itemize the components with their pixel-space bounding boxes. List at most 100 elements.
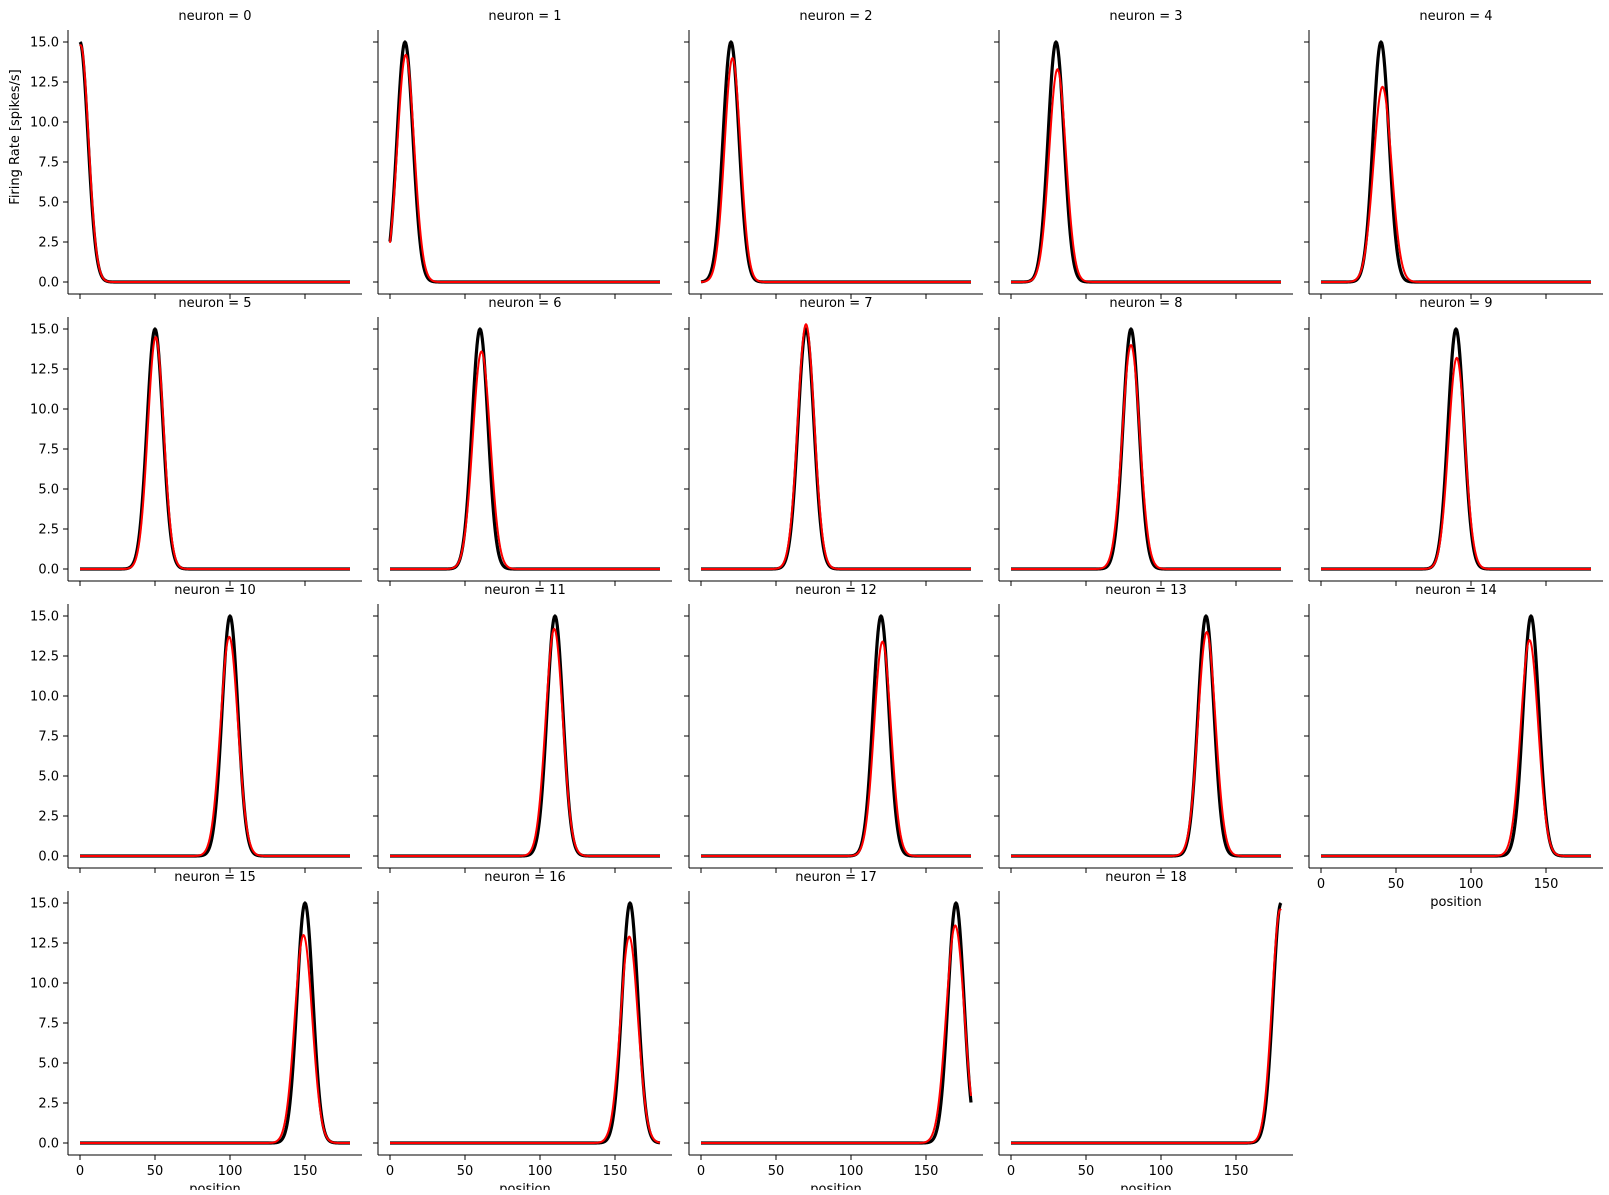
facet-panel-0: neuron = 0 0.0 2.5 5.0 7.5 10.0 12.5 15.0 [30,9,362,299]
y-tick-label: 0.0 [38,850,59,865]
estimated-rate-line [389,350,661,570]
estimated-rate-line [79,336,351,570]
facet-panel-17: neuron = 17 0 50 100 150 position [684,870,983,1195]
x-tick-label: 150 [1534,877,1559,892]
facet-panel-6: neuron = 6 [373,296,672,586]
x-tick-label: 150 [1224,1164,1249,1179]
true-rate-line [700,327,972,571]
facet-panel-18: neuron = 18 0 50 100 150 position [994,870,1293,1195]
facet-title: neuron = 4 [1419,9,1492,24]
y-tick-label: 12.5 [30,76,59,91]
facet-panel-11: neuron = 11 [373,583,672,873]
facet-title: neuron = 8 [1109,296,1182,311]
y-tick-label: 2.5 [38,523,59,538]
facet-panel-8: neuron = 8 [994,296,1293,586]
facet-panel-5: neuron = 5 0.0 2.5 5.0 7.5 10.0 12.5 15.0 [30,296,362,586]
y-tick-label: 0.0 [38,1137,59,1152]
true-rate-line [79,327,351,571]
y-tick-label: 5.0 [38,196,59,211]
true-rate-line [1010,327,1282,571]
facet-title: neuron = 14 [1415,583,1496,598]
x-axis-label: position [1430,895,1482,910]
y-tick-label: 0.0 [38,563,59,578]
true-rate-line [388,40,661,284]
x-axis-label: position [499,1182,551,1190]
true-rate-line [1320,327,1592,571]
y-tick-label: 15.0 [30,897,59,912]
x-tick-label: 50 [147,1164,164,1179]
y-tick-label: 5.0 [38,770,59,785]
estimated-rate-line [1010,344,1282,570]
x-tick-label: 50 [768,1164,785,1179]
y-tick-label: 7.5 [38,156,59,171]
y-tick-label: 10.0 [30,690,59,705]
true-rate-line [79,901,351,1145]
y-tick-label: 15.0 [30,323,59,338]
true-rate-line [700,614,972,858]
y-tick-label: 12.5 [30,937,59,952]
facet-panel-13: neuron = 13 [994,583,1293,873]
estimated-rate-line [1320,85,1592,283]
y-tick-label: 10.0 [30,977,59,992]
estimated-rate-line [700,924,972,1144]
facet-title: neuron = 15 [174,870,255,885]
facet-title: neuron = 13 [1105,583,1186,598]
facet-panel-12: neuron = 12 [684,583,983,873]
x-axis-label: position [810,1182,862,1190]
x-axis-label: position [1120,1182,1172,1190]
facet-title: neuron = 9 [1419,296,1492,311]
y-tick-label: 5.0 [38,1057,59,1072]
x-tick-label: 100 [1459,877,1484,892]
x-tick-label: 100 [218,1164,243,1179]
true-rate-line [389,327,661,571]
facet-panel-9: neuron = 9 [1304,296,1603,586]
facet-title: neuron = 5 [178,296,251,311]
estimated-rate-line [1320,639,1592,857]
y-tick-label: 15.0 [30,610,59,625]
estimated-rate-line [1320,356,1592,570]
true-rate-line [1010,40,1282,284]
true-rate-line [700,901,973,1145]
y-tick-label: 7.5 [38,730,59,745]
x-tick-label: 0 [697,1164,705,1179]
true-rate-line [1320,614,1592,858]
true-rate-line [389,614,661,858]
facet-title: neuron = 10 [174,583,255,598]
y-tick-label: 2.5 [38,236,59,251]
facet-panel-15: neuron = 15 0.0 2.5 5.0 7.5 10.0 12.5 15.0 0 50 10… [30,870,362,1195]
true-rate-line [78,41,351,284]
x-tick-label: 100 [839,1164,864,1179]
y-tick-label: 0.0 [38,276,59,291]
estimated-rate-line [700,57,972,283]
x-tick-label: 0 [76,1164,84,1179]
true-rate-line [1010,902,1283,1145]
facet-title: neuron = 3 [1109,9,1182,24]
estimated-rate-line [389,935,661,1144]
facet-panel-2: neuron = 2 [684,9,983,299]
facet-panel-7: neuron = 7 [684,296,983,586]
y-tick-label: 12.5 [30,363,59,378]
y-tick-label: 12.5 [30,650,59,665]
estimated-rate-line [1010,908,1282,1144]
x-tick-label: 150 [293,1164,318,1179]
true-rate-line [1010,614,1282,858]
y-tick-label: 7.5 [38,1017,59,1032]
y-tick-label: 10.0 [30,403,59,418]
estimated-rate-line [389,627,661,857]
facet-title: neuron = 2 [799,9,872,24]
facet-title: neuron = 18 [1105,870,1186,885]
estimated-rate-line [389,53,661,283]
x-tick-label: 100 [1149,1164,1174,1179]
x-tick-label: 0 [386,1164,394,1179]
facet-panel-3: neuron = 3 [994,9,1293,299]
x-tick-label: 100 [528,1164,553,1179]
facet-panel-16: neuron = 16 0 50 100 150 position [373,870,672,1195]
facet-panel-1: neuron = 1 [373,9,672,299]
facet-title: neuron = 11 [484,583,565,598]
facet-panel-10: neuron = 10 0.0 2.5 5.0 7.5 10.0 12.5 15.0 [30,583,362,873]
x-tick-label: 0 [1007,1164,1015,1179]
x-tick-label: 50 [1388,877,1405,892]
facet-title: neuron = 16 [484,870,565,885]
